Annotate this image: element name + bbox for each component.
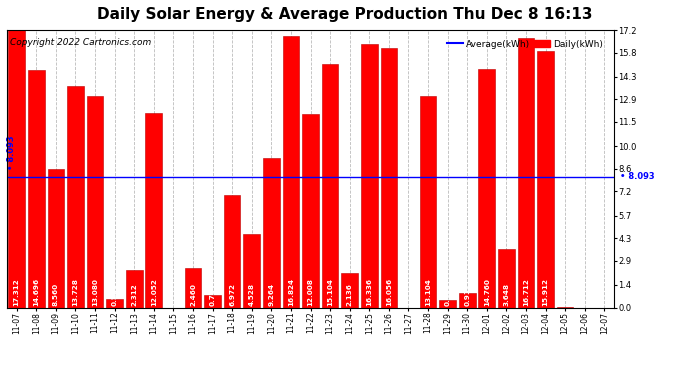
Bar [459,293,475,308]
Text: 12.052: 12.052 [151,278,157,306]
Text: 0.488: 0.488 [444,283,451,306]
Bar [380,48,397,308]
Bar [224,195,241,308]
Text: 16.336: 16.336 [366,278,373,306]
Text: 0.912: 0.912 [464,283,470,306]
Text: 13.728: 13.728 [72,278,79,306]
Text: 17.312: 17.312 [14,278,20,306]
Bar [498,249,515,308]
Text: 2.136: 2.136 [346,283,353,306]
Bar [283,36,299,308]
Text: 14.760: 14.760 [484,278,490,306]
Text: 15.912: 15.912 [542,278,549,306]
Bar [263,158,279,308]
Text: 16.824: 16.824 [288,278,294,306]
Bar [322,64,338,308]
Bar [302,114,319,308]
Text: 9.264: 9.264 [268,283,275,306]
Text: 15.104: 15.104 [327,278,333,306]
Bar [478,69,495,308]
Bar [8,28,25,308]
Text: • 8.093: • 8.093 [7,136,16,171]
Bar [48,170,64,308]
Text: 13.080: 13.080 [92,278,98,306]
Bar [420,96,436,308]
Text: 2.460: 2.460 [190,283,196,306]
Text: Daily Solar Energy & Average Production Thu Dec 8 16:13: Daily Solar Energy & Average Production … [97,8,593,22]
Text: 2.312: 2.312 [131,283,137,306]
Bar [185,268,201,308]
Bar [518,38,534,308]
Bar [126,270,143,308]
Bar [106,299,123,307]
Text: 8.560: 8.560 [53,283,59,306]
Text: 14.696: 14.696 [33,278,39,306]
Text: 4.528: 4.528 [248,283,255,306]
Bar [557,307,573,308]
Text: 16.056: 16.056 [386,278,392,306]
Text: Copyright 2022 Cartronics.com: Copyright 2022 Cartronics.com [10,38,151,47]
Bar [146,113,162,308]
Bar [440,300,456,307]
Text: • 8.093: • 8.093 [620,172,655,182]
Text: 3.648: 3.648 [504,283,509,306]
Text: 12.008: 12.008 [308,278,313,306]
Bar [244,234,260,308]
Text: 13.104: 13.104 [425,278,431,306]
Bar [87,96,104,308]
Bar [204,295,221,307]
Bar [538,51,554,308]
Bar [28,70,45,308]
Legend: Average(kWh), Daily(kWh): Average(kWh), Daily(kWh) [443,36,607,52]
Bar [67,86,83,308]
Text: 6.972: 6.972 [229,283,235,306]
Text: 0.764: 0.764 [210,283,215,306]
Text: 0.528: 0.528 [112,283,117,306]
Bar [342,273,358,308]
Bar [361,44,377,308]
Text: 16.712: 16.712 [523,278,529,306]
